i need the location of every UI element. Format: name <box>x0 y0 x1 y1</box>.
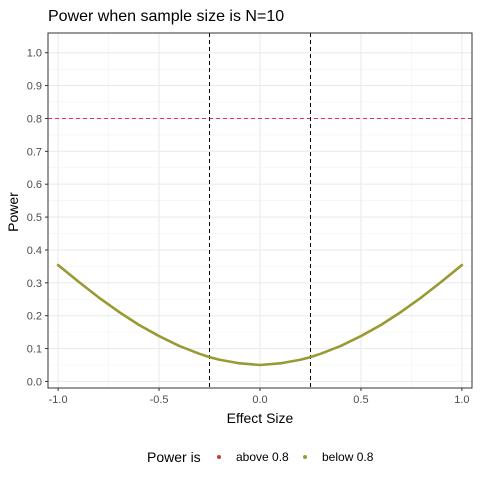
x-tick-label: 0.0 <box>252 394 267 406</box>
series-line-below <box>56 263 464 367</box>
legend-item-above: above 0.8 <box>217 450 289 464</box>
y-tick-label: 0.1 <box>27 344 42 356</box>
grid-lines <box>48 33 472 388</box>
y-tick-label: 0.5 <box>27 212 42 224</box>
y-tick-label: 0.4 <box>27 245 42 257</box>
legend-item-below: below 0.8 <box>303 450 374 464</box>
x-axis-title: Effect Size <box>227 410 294 426</box>
y-tick-label: 0.7 <box>27 146 42 158</box>
legend-key-above <box>217 455 221 459</box>
y-axis-ticks: 0.0 0.1 0.2 0.3 0.4 0.5 0.6 0.7 0.8 0.9 1.0 <box>27 48 48 388</box>
y-tick-label: 0.8 <box>27 113 42 125</box>
series-lines <box>56 263 464 367</box>
legend-title: Power is <box>147 449 201 465</box>
y-tick-label: 0.3 <box>27 278 42 290</box>
x-tick-label: -1.0 <box>49 394 68 406</box>
x-tick-label: 1.0 <box>454 394 469 406</box>
x-axis-ticks: -1.0 -0.5 0.0 0.5 1.0 <box>49 388 470 406</box>
x-tick-label: 0.5 <box>353 394 368 406</box>
reference-lines <box>48 33 472 388</box>
y-tick-label: 0.9 <box>27 81 42 93</box>
y-axis-title: Power <box>5 192 21 232</box>
y-tick-label: 0.0 <box>27 376 42 388</box>
legend-label-below: below 0.8 <box>322 450 374 464</box>
legend: Power is above 0.8 below 0.8 <box>147 449 374 465</box>
y-tick-label: 0.6 <box>27 179 42 191</box>
x-tick-label: -0.5 <box>150 394 169 406</box>
legend-label-above: above 0.8 <box>236 450 289 464</box>
chart-title: Power when sample size is N=10 <box>48 8 284 25</box>
y-tick-label: 0.2 <box>27 311 42 323</box>
y-tick-label: 1.0 <box>27 48 42 60</box>
legend-key-below <box>303 455 307 459</box>
